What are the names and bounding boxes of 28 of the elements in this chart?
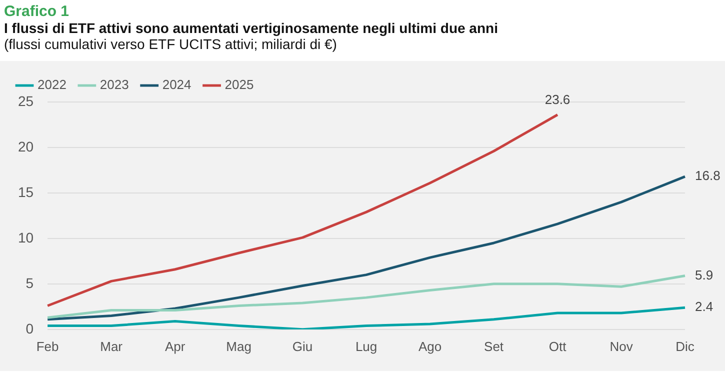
x-tick-label: Mar (100, 338, 124, 354)
y-tick-label: 0 (26, 320, 34, 336)
x-tick-label: Apr (164, 338, 186, 354)
data-label: 23.6 (544, 92, 570, 107)
y-tick-label: 15 (18, 184, 34, 200)
x-tick-label: Ago (418, 338, 442, 354)
x-tick-label: Mag (226, 338, 252, 354)
chart-subtitle: I flussi di ETF attivi sono aumentati vertiginosamente negli ultimi due anni (4, 20, 499, 36)
y-tick-label: 20 (18, 138, 34, 154)
legend-label: 2022 (38, 77, 66, 92)
x-tick-label: Lug (355, 338, 378, 354)
text: (flussi cumulativi verso ETF UCITS attivi; miliardi di €) (4, 36, 338, 52)
x-tick-label: Ott (548, 338, 567, 354)
legend-label: 2023 (100, 77, 129, 92)
x-tick-label: Feb (36, 338, 59, 354)
x-tick-label: Giu (292, 338, 313, 354)
x-tick-label: Set (484, 338, 504, 354)
data-label: 5.9 (695, 267, 714, 282)
y-tick-label: 25 (18, 92, 34, 109)
legend-label: 2025 (224, 77, 254, 92)
chart-title: Grafico 1 (4, 3, 70, 20)
legend-label: 2024 (162, 77, 192, 92)
x-tick-label: Dic (676, 338, 695, 354)
y-tick-label: 5 (26, 274, 34, 291)
data-label: 2.4 (695, 299, 714, 314)
y-tick-label: 10 (18, 229, 34, 246)
data-label: 16.8 (695, 168, 720, 184)
x-tick-label: Nov (610, 338, 634, 354)
